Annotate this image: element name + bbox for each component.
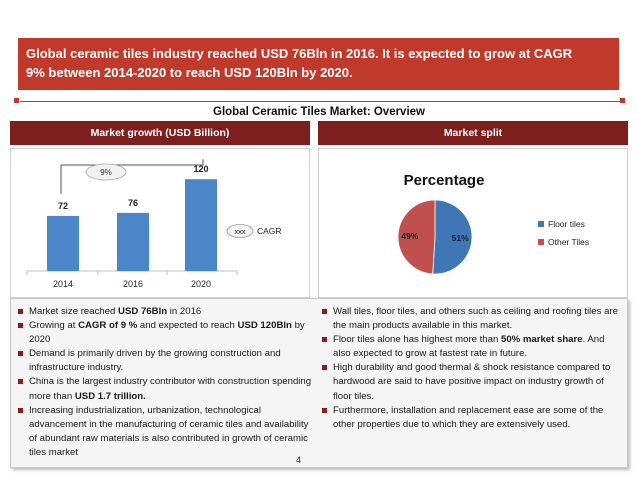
bar-chart-panel: 72 2014 76 2016 120 2020 9% xxx CAGR [10, 148, 310, 298]
right-bullet-list: Wall tiles, floor tiles, and others such… [321, 305, 621, 432]
pie-title: Percentage [404, 172, 485, 189]
legend-label: Floor tiles [548, 219, 585, 229]
right-bullet-2: Floor tiles alone has highest more than … [321, 333, 621, 361]
bullet-text: Increasing industrialization, urbanizati… [29, 404, 309, 458]
bold-text: USD 120Bln [237, 320, 292, 332]
pie-value-label: 51% [452, 233, 469, 243]
left-bullet-1: Market size reached USD 76Bln in 2016 [17, 305, 317, 319]
left-bullet-2: Growing at CAGR of 9 % and expected to r… [17, 319, 317, 347]
x-tick-label: 2016 [123, 279, 143, 289]
bar-value-label: 76 [128, 198, 138, 208]
cagr-bubble [85, 163, 127, 181]
bold-text: USD 1.7 trillion. [74, 390, 146, 402]
bold-text: CAGR of 9 % [78, 320, 138, 332]
bar-2020 [185, 179, 217, 271]
bold-text: USD 76Bln [118, 306, 168, 317]
cagr-legend-bubble [226, 224, 254, 238]
cagr-legend-label: CAGR [257, 226, 282, 236]
page-number: 4 [296, 455, 302, 465]
bullet-text: Furthermore, installation and replacemen… [333, 404, 604, 430]
left-bullet-4: China is the largest industry contributo… [17, 375, 317, 403]
bullet-text: in 2016 [167, 306, 202, 317]
legend-label: Other Tiles [548, 237, 589, 247]
bullet-text: Floor tiles alone has highest more than [333, 334, 501, 346]
pie-chart: Percentage 51% 49% Floor tiles Other Tiles [397, 172, 589, 275]
bullet-text: Market size reached [29, 306, 119, 317]
bullet-text: Demand is primarily driven by the growin… [29, 348, 281, 374]
bullet-text: Wall tiles, floor tiles, and others such… [333, 306, 618, 332]
bar-value-label: 72 [58, 201, 68, 211]
market-split-header: Market split [318, 121, 628, 145]
headline-banner: Global ceramic tiles industry reached US… [18, 38, 619, 90]
bar-2016 [117, 212, 149, 271]
x-tick-label: 2014 [53, 279, 73, 289]
cagr-legend-box: xxx [234, 227, 246, 236]
left-bullet-list: Market size reached USD 76Bln in 2016 Gro… [17, 305, 317, 460]
bold-text: 50% market share [500, 334, 583, 346]
legend-swatch [538, 221, 544, 227]
headline-line-1: Global ceramic tiles industry reached US… [26, 46, 573, 61]
overview-title: Global Ceramic Tiles Market: Overview [213, 106, 425, 118]
bullet-text: Growing at [29, 320, 79, 332]
pie-chart-panel: Percentage 51% 49% Floor tiles Other Tiles [318, 148, 628, 298]
bar-2014 [47, 215, 79, 271]
right-bullet-column: Wall tiles, floor tiles, and others such… [321, 305, 621, 432]
cagr-value: 9% [100, 168, 112, 177]
left-bullet-3: Demand is primarily driven by the growin… [17, 347, 317, 375]
right-bullet-1: Wall tiles, floor tiles, and others such… [321, 305, 621, 333]
divider-cap-left [14, 98, 19, 103]
right-bullet-4: Furthermore, installation and replacemen… [321, 404, 621, 432]
left-bullet-5: Increasing industrialization, urbanizati… [17, 404, 317, 460]
legend-swatch [538, 239, 544, 245]
bar-value-label: 120 [193, 164, 208, 174]
cagr-bracket [60, 159, 204, 194]
pie-slice-0 [432, 199, 473, 275]
divider-cap-right [620, 98, 625, 103]
pie-value-label: 49% [401, 231, 418, 241]
bullet-text: by 2020 [29, 320, 305, 346]
market-growth-header: Market growth (USD Billion) [10, 121, 310, 145]
left-bullet-column: Market size reached USD 76Bln in 2016 Gro… [17, 305, 317, 460]
bullet-text: High durability and good thermal & shock… [333, 362, 611, 402]
bar-chart: 72 2014 76 2016 120 2020 9% xxx CAGR [26, 159, 282, 289]
pie-slice-1 [397, 199, 436, 275]
key-points-box: Market size reached USD 76Bln in 2016 Gro… [10, 298, 628, 468]
section-divider [20, 101, 620, 102]
bullet-text: China is the largest industry contributo… [29, 376, 312, 402]
right-bullet-3: High durability and good thermal & shock… [321, 361, 621, 403]
headline-line-2: 9% between 2014-2020 to reach USD 120Bln… [26, 65, 353, 80]
bullet-text: . And also expected to grow at fastest r… [333, 334, 605, 360]
bullet-text: and expected to reach [137, 320, 238, 332]
x-tick-label: 2020 [191, 279, 211, 289]
